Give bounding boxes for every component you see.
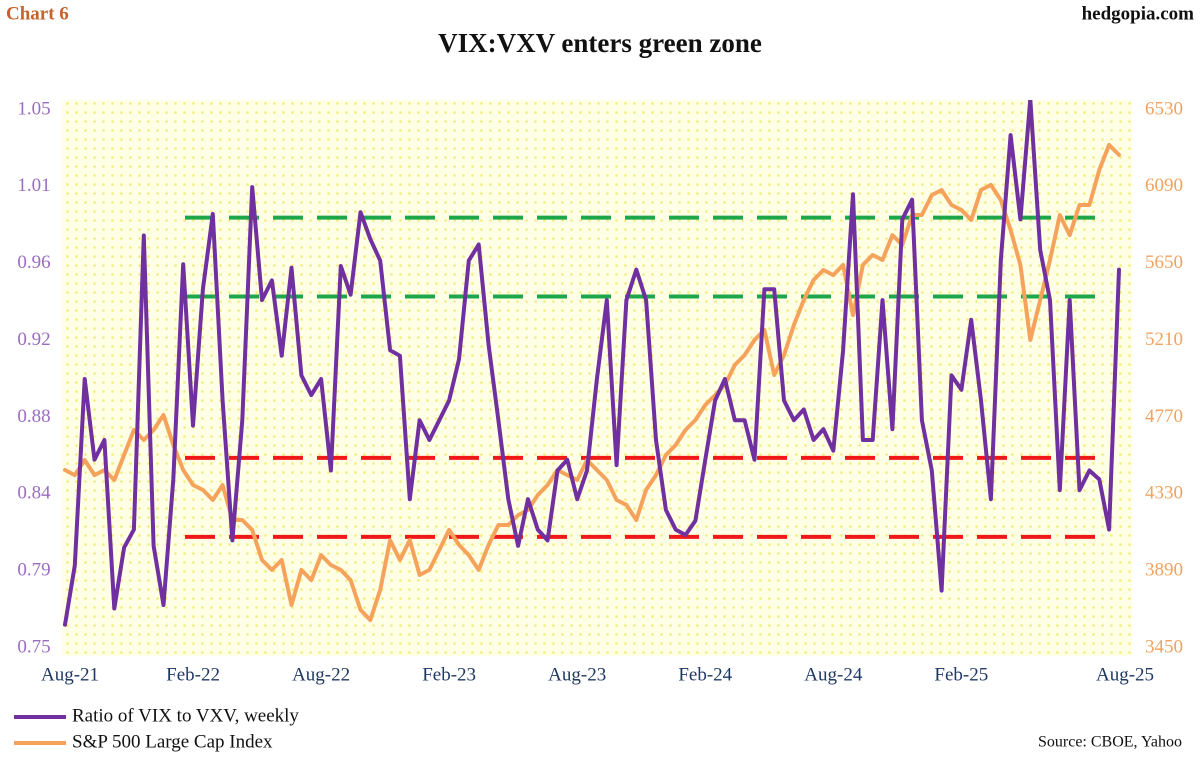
x-tick-label: Feb-24 <box>678 664 732 685</box>
x-tick-label: Aug-22 <box>292 664 350 685</box>
plot-series <box>63 100 1121 627</box>
x-tick-label: Feb-22 <box>166 664 220 685</box>
y-tick-label: 1.05 <box>17 98 50 119</box>
x-tick-label: Aug-21 <box>41 664 99 685</box>
source: Source: CBOE, Yahoo <box>1038 734 1182 751</box>
y-tick-label: 1.01 <box>17 175 50 196</box>
legend-label: S&P 500 Large Cap Index <box>72 731 273 752</box>
x-tick-label: Aug-25 <box>1096 664 1154 685</box>
chart-title: VIX:VXV enters green zone <box>438 28 762 58</box>
y2-tick-label: 4770 <box>1145 406 1183 427</box>
y-tick-label: 0.96 <box>17 252 50 273</box>
legend-label: Ratio of VIX to VXV, weekly <box>72 705 299 726</box>
y2-tick-label: 5650 <box>1145 252 1183 273</box>
y-tick-label: 0.75 <box>17 636 50 657</box>
corner-label: Chart 6 <box>6 3 69 24</box>
y2-tick-label: 6530 <box>1145 98 1183 119</box>
x-tick-label: Feb-25 <box>934 664 988 685</box>
series-line <box>63 100 1121 627</box>
x-tick-label: Aug-23 <box>548 664 606 685</box>
series-line <box>63 142 1121 623</box>
y-tick-label: 0.79 <box>17 560 50 581</box>
y-tick-label: 0.88 <box>17 406 50 427</box>
y2-tick-label: 6090 <box>1145 175 1183 196</box>
y-tick-label: 0.84 <box>17 483 51 504</box>
y2-tick-label: 5210 <box>1145 329 1183 350</box>
y-tick-label: 0.92 <box>17 329 50 350</box>
y2-tick-label: 3450 <box>1145 636 1183 657</box>
x-tick-label: Aug-24 <box>804 664 863 685</box>
x-tick-label: Feb-23 <box>422 664 476 685</box>
site: hedgopia.com <box>1082 3 1195 24</box>
y2-tick-label: 3890 <box>1145 560 1183 581</box>
y2-tick-label: 4330 <box>1145 483 1183 504</box>
